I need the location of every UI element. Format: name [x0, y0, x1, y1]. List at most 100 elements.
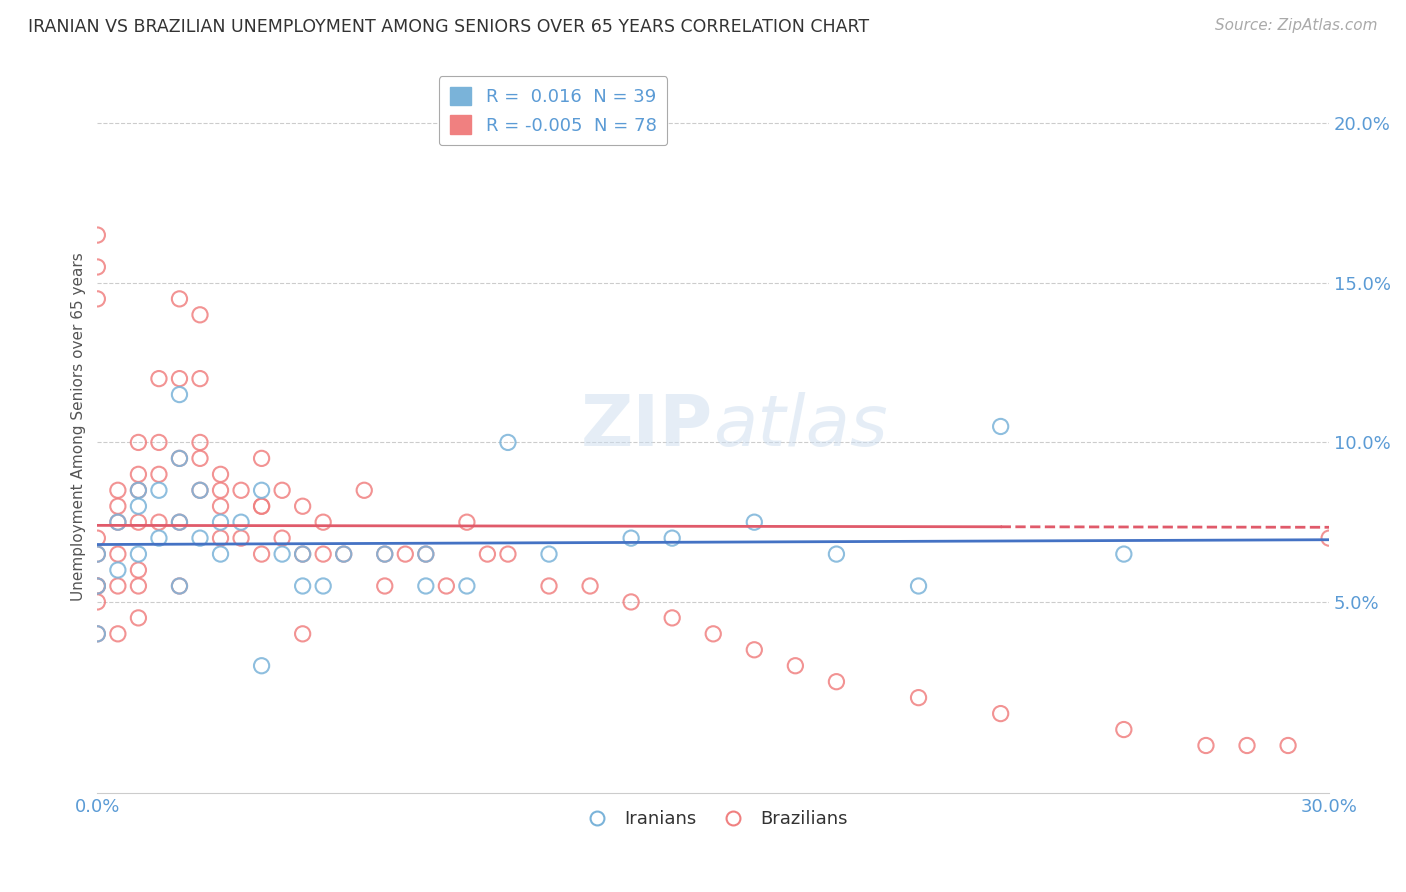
Point — [209, 483, 232, 498]
Point — [209, 500, 232, 514]
Point — [291, 547, 314, 561]
Point — [374, 547, 396, 561]
Point — [1112, 723, 1135, 737]
Point — [148, 435, 170, 450]
Point — [86, 228, 108, 243]
Point — [86, 547, 108, 561]
Point — [250, 547, 273, 561]
Point — [332, 547, 354, 561]
Point — [332, 547, 354, 561]
Point — [702, 627, 724, 641]
Point — [496, 435, 519, 450]
Point — [312, 547, 335, 561]
Point — [107, 515, 129, 529]
Point — [107, 627, 129, 641]
Point — [477, 547, 499, 561]
Point — [1317, 531, 1340, 545]
Point — [620, 531, 643, 545]
Point — [434, 579, 457, 593]
Point — [86, 579, 108, 593]
Point — [229, 483, 252, 498]
Point — [188, 483, 211, 498]
Point — [374, 579, 396, 593]
Text: IRANIAN VS BRAZILIAN UNEMPLOYMENT AMONG SENIORS OVER 65 YEARS CORRELATION CHART: IRANIAN VS BRAZILIAN UNEMPLOYMENT AMONG … — [28, 18, 869, 36]
Point — [188, 531, 211, 545]
Text: ZIP: ZIP — [581, 392, 713, 461]
Point — [456, 515, 478, 529]
Point — [86, 547, 108, 561]
Point — [169, 451, 191, 466]
Point — [1236, 739, 1258, 753]
Point — [250, 500, 273, 514]
Point — [907, 690, 929, 705]
Point — [229, 531, 252, 545]
Point — [169, 387, 191, 401]
Point — [127, 467, 149, 482]
Point — [742, 515, 765, 529]
Point — [127, 611, 149, 625]
Point — [169, 579, 191, 593]
Point — [86, 260, 108, 274]
Point — [148, 467, 170, 482]
Point — [415, 547, 437, 561]
Point — [394, 547, 416, 561]
Point — [86, 595, 108, 609]
Point — [107, 483, 129, 498]
Point — [312, 579, 335, 593]
Point — [496, 547, 519, 561]
Point — [86, 579, 108, 593]
Point — [209, 467, 232, 482]
Point — [107, 579, 129, 593]
Point — [127, 547, 149, 561]
Point — [188, 371, 211, 385]
Point — [374, 547, 396, 561]
Point — [250, 451, 273, 466]
Point — [169, 515, 191, 529]
Point — [169, 292, 191, 306]
Point — [169, 515, 191, 529]
Point — [107, 515, 129, 529]
Point — [250, 500, 273, 514]
Point — [127, 563, 149, 577]
Point — [169, 451, 191, 466]
Point — [188, 483, 211, 498]
Point — [250, 658, 273, 673]
Point — [990, 419, 1012, 434]
Point — [107, 563, 129, 577]
Point — [127, 579, 149, 593]
Point — [127, 515, 149, 529]
Point — [661, 611, 683, 625]
Point — [661, 531, 683, 545]
Point — [188, 435, 211, 450]
Point — [148, 371, 170, 385]
Point — [107, 547, 129, 561]
Point — [271, 547, 294, 561]
Point — [742, 642, 765, 657]
Point — [86, 627, 108, 641]
Point — [537, 547, 560, 561]
Point — [250, 483, 273, 498]
Point — [271, 531, 294, 545]
Point — [312, 515, 335, 529]
Text: atlas: atlas — [713, 392, 887, 461]
Point — [353, 483, 375, 498]
Point — [825, 674, 848, 689]
Point — [86, 579, 108, 593]
Point — [537, 579, 560, 593]
Point — [579, 579, 602, 593]
Point — [209, 547, 232, 561]
Point — [1195, 739, 1218, 753]
Point — [271, 483, 294, 498]
Point — [148, 531, 170, 545]
Point — [907, 579, 929, 593]
Point — [785, 658, 807, 673]
Point — [415, 579, 437, 593]
Point — [148, 483, 170, 498]
Point — [169, 371, 191, 385]
Point — [990, 706, 1012, 721]
Point — [456, 579, 478, 593]
Legend: Iranians, Brazilians: Iranians, Brazilians — [572, 803, 855, 836]
Point — [107, 500, 129, 514]
Point — [291, 579, 314, 593]
Point — [209, 515, 232, 529]
